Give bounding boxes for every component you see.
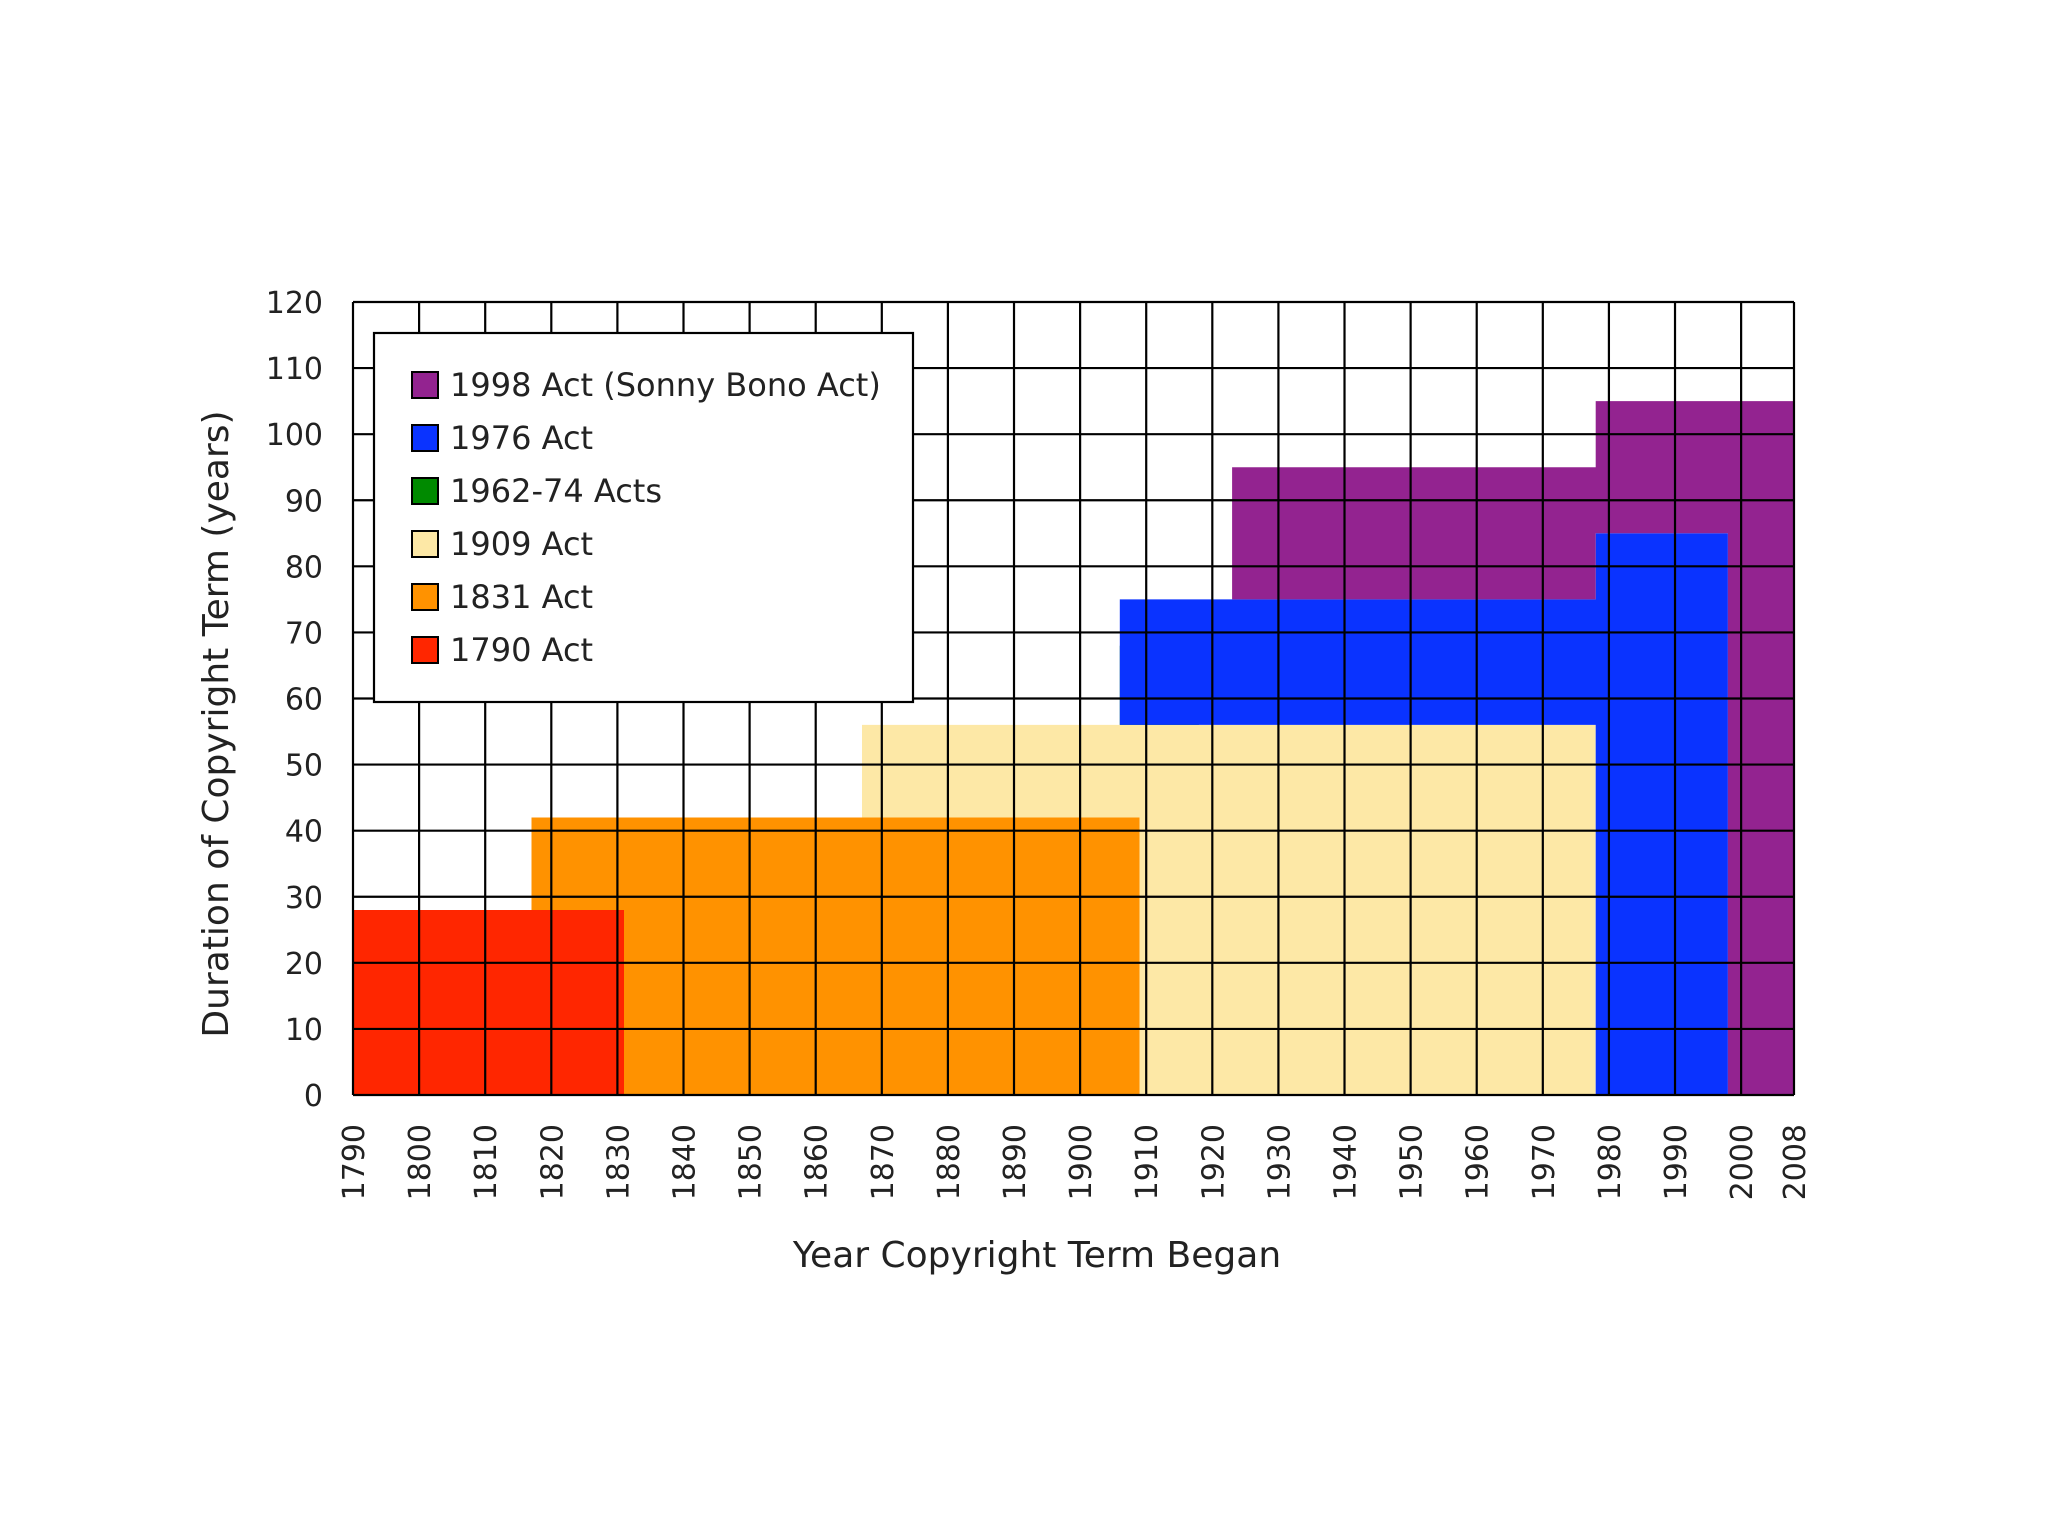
legend-swatch bbox=[411, 530, 439, 558]
x-tick-label: 1960 bbox=[1461, 1124, 1496, 1200]
area-1909-act bbox=[862, 724, 1596, 1095]
legend-label: 1998 Act (Sonny Bono Act) bbox=[450, 366, 881, 404]
x-tick-label: 1850 bbox=[734, 1124, 769, 1200]
legend-label: 1976 Act bbox=[450, 419, 593, 457]
x-axis-title: Year Copyright Term Began bbox=[792, 1235, 1281, 1276]
y-tick-label: 40 bbox=[285, 815, 323, 850]
x-tick-label: 1890 bbox=[998, 1124, 1033, 1200]
y-tick-label: 120 bbox=[266, 286, 323, 321]
legend-swatch bbox=[411, 636, 439, 664]
x-tick-label: 1940 bbox=[1329, 1124, 1364, 1200]
area-1790-act bbox=[353, 910, 624, 1095]
y-tick-label: 30 bbox=[285, 881, 323, 916]
x-tick-label: 1800 bbox=[403, 1124, 438, 1200]
area-1998-act-sonny-bono-act bbox=[1232, 401, 1794, 1096]
legend-label: 1831 Act bbox=[450, 578, 593, 616]
legend-label: 1909 Act bbox=[450, 525, 593, 563]
x-tick-label: 1950 bbox=[1395, 1124, 1430, 1200]
x-tick-label: 1870 bbox=[866, 1124, 901, 1200]
x-tick-label: 1830 bbox=[601, 1124, 636, 1200]
y-axis-title: Duration of Copyright Term (years) bbox=[196, 410, 237, 1037]
y-tick-label: 0 bbox=[304, 1079, 323, 1114]
y-tick-label: 60 bbox=[285, 683, 323, 718]
x-tick-label: 1810 bbox=[469, 1124, 504, 1200]
x-tick-label: 1910 bbox=[1130, 1124, 1165, 1200]
legend-swatch bbox=[411, 424, 439, 452]
x-tick-label: 1980 bbox=[1593, 1124, 1628, 1200]
y-tick-label: 110 bbox=[266, 352, 323, 387]
x-tick-label: 1900 bbox=[1064, 1124, 1099, 1200]
x-tick-label: 1860 bbox=[800, 1124, 835, 1200]
y-tick-label: 20 bbox=[285, 947, 323, 982]
y-tick-label: 10 bbox=[285, 1013, 323, 1048]
x-tick-label: 1880 bbox=[932, 1124, 967, 1200]
x-tick-label: 1970 bbox=[1527, 1124, 1562, 1200]
legend-swatch bbox=[411, 477, 439, 505]
y-tick-label: 50 bbox=[285, 749, 323, 784]
y-tick-label: 100 bbox=[266, 418, 323, 453]
legend-label: 1962-74 Acts bbox=[450, 472, 662, 510]
x-tick-label: 2000 bbox=[1725, 1124, 1760, 1200]
y-tick-label: 90 bbox=[285, 484, 323, 519]
x-tick-label: 1920 bbox=[1196, 1124, 1231, 1200]
x-tick-label: 1990 bbox=[1659, 1124, 1694, 1200]
x-tick-labels: 1790 1800 1810 1820 1830 1840 1850 1860 1870 1880… bbox=[337, 1124, 1813, 1200]
x-tick-label: 1840 bbox=[668, 1124, 703, 1200]
legend: 1998 Act (Sonny Bono Act) 1976 Act 1962-74… bbox=[372, 331, 915, 704]
y-tick-label: 70 bbox=[285, 616, 323, 651]
x-tick-label: 1820 bbox=[535, 1124, 570, 1200]
legend-label: 1790 Act bbox=[450, 631, 593, 669]
legend-swatch bbox=[411, 371, 439, 399]
y-tick-labels: 0 10 20 30 40 50 60 70 80 90 100 110 120 bbox=[266, 286, 323, 1114]
area-1976-act bbox=[1119, 533, 1728, 1095]
legend-swatch bbox=[411, 583, 439, 611]
x-tick-label: 1930 bbox=[1262, 1124, 1297, 1200]
legend-box bbox=[372, 331, 915, 704]
x-tick-label: 1790 bbox=[337, 1124, 372, 1200]
y-tick-label: 80 bbox=[285, 550, 323, 585]
x-tick-label: 2008 bbox=[1778, 1124, 1813, 1200]
